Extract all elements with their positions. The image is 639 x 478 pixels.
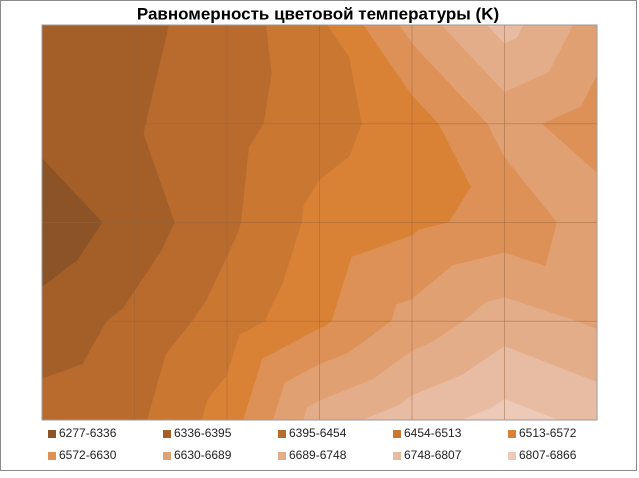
legend-swatch [278,452,286,460]
legend: 6277-6336 6336-6395 6395-6454 6454-6513 6513… [48,426,577,462]
legend-label: 6395-6454 [289,426,347,440]
legend-label: 6630-6689 [174,448,232,462]
legend-swatch [163,452,171,460]
legend-label: 6513-6572 [519,426,577,440]
legend-swatch [278,430,286,438]
legend-label: 6807-6866 [519,448,577,462]
legend-label: 6336-6395 [174,426,232,440]
legend-label: 6454-6513 [404,426,462,440]
chart-title: Равномерность цветовой температуры (K) [137,4,499,23]
legend-swatch [393,430,401,438]
legend-label: 6689-6748 [289,448,347,462]
plot-border [41,24,598,421]
legend-swatch [163,430,171,438]
legend-swatch [393,452,401,460]
legend-swatch [508,452,516,460]
contour-band [504,24,517,44]
legend-label: 6572-6630 [59,448,117,462]
legend-swatch [508,430,516,438]
legend-label: 6748-6807 [404,448,462,462]
legend-swatch [48,430,56,438]
plot-area [41,24,598,421]
legend-swatch [48,452,56,460]
legend-label: 6277-6336 [59,426,117,440]
